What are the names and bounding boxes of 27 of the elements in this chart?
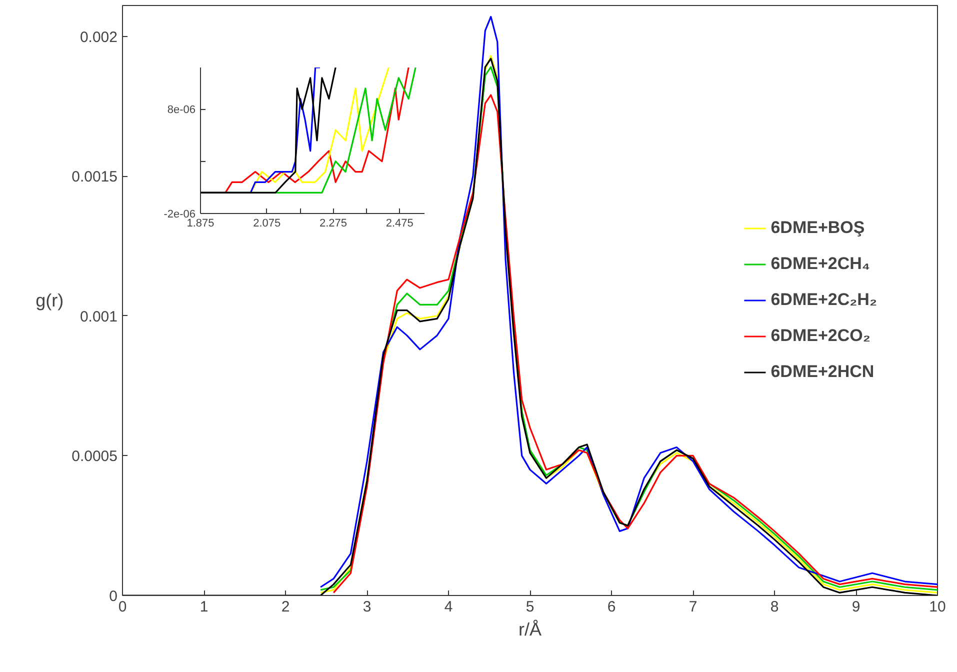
x-tick-label: 9: [852, 598, 860, 616]
x-tick-label: 5: [526, 598, 534, 616]
legend-label: 6DME+2C₂H₂: [770, 290, 877, 310]
legend-label: 6DME+2CO₂: [770, 326, 870, 346]
x-tick-label: 2.075: [253, 218, 281, 230]
x-tick-label: 8: [770, 598, 779, 616]
x-tick-label: 6: [607, 598, 616, 616]
y-tick-label: 0: [109, 588, 118, 605]
y-axis-title: g(r): [36, 290, 64, 310]
x-axis-title: r/Å: [518, 620, 542, 640]
x-tick-label: 1.875: [186, 218, 214, 230]
x-tick-label: 10: [929, 598, 946, 616]
x-tick-label: 2: [281, 598, 290, 616]
x-tick-label: 2.275: [319, 218, 348, 230]
legend-label: 6DME+2HCN: [770, 362, 874, 382]
x-tick-label: 7: [688, 598, 698, 616]
y-tick-label: 0.001: [80, 308, 118, 326]
x-tick-label: 1: [200, 598, 208, 616]
y-tick-label: 0.0005: [72, 448, 118, 466]
x-tick-label: 4: [444, 598, 453, 616]
y-tick-label: 8e-06: [167, 104, 196, 116]
x-tick-label: 2.475: [386, 218, 414, 230]
x-tick-label: 3: [362, 598, 372, 616]
legend-label: 6DME+BOŞ: [770, 218, 865, 238]
y-tick-label: 0.002: [80, 28, 118, 46]
legend-label: 6DME+2CH₄: [770, 254, 870, 274]
y-tick-label: 0.0015: [72, 168, 118, 186]
